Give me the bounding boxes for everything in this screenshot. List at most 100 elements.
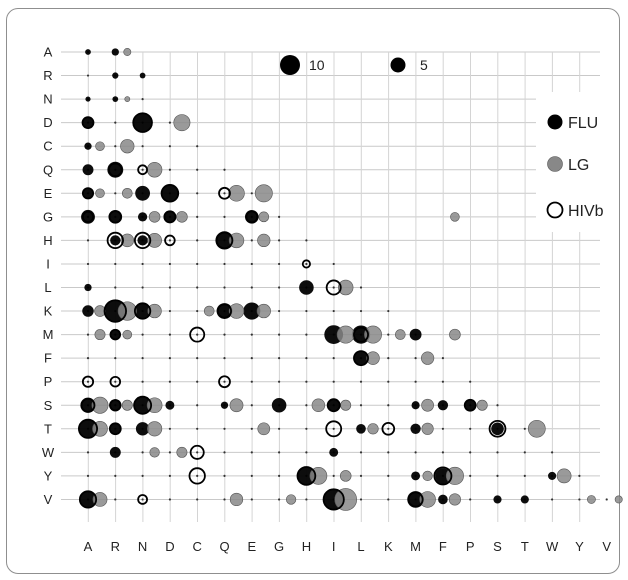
point-FLU-L-T	[356, 423, 366, 434]
point-LG-M-V	[419, 491, 436, 508]
point-HIVb-M-V	[407, 491, 424, 508]
base-point	[141, 168, 144, 171]
point-LG-N-H	[147, 233, 162, 248]
point-HIVb-D-G	[163, 210, 177, 224]
base-point	[441, 380, 444, 383]
point-HIVb-R-T	[108, 422, 122, 436]
point-HIVb-Q-K	[217, 303, 232, 319]
x-tick-C: C	[193, 539, 202, 554]
base-point	[387, 380, 390, 383]
point-FLU-N-D	[133, 113, 152, 132]
base-point	[387, 333, 390, 336]
base-point	[469, 427, 472, 430]
x-tick-W: W	[546, 539, 559, 554]
base-point	[141, 145, 144, 148]
base-point	[168, 145, 171, 148]
base-point	[168, 121, 171, 124]
point-LG-F-G	[450, 212, 460, 222]
base-point	[168, 380, 171, 383]
point-FLU-A-V	[80, 491, 96, 508]
point-FLU-P-S	[465, 400, 476, 411]
point-HIVb-Q-P	[218, 375, 231, 389]
base-point	[141, 333, 144, 336]
size-legend: 10 5	[280, 55, 428, 75]
point-HIVb-A-G	[81, 210, 95, 223]
base-point	[86, 262, 90, 266]
base-point	[250, 357, 253, 360]
point-LG-M-S	[421, 398, 434, 412]
base-point	[223, 192, 226, 195]
point-LG-A-C	[95, 141, 105, 151]
base-point	[250, 262, 253, 266]
point-LG-H-S	[311, 398, 326, 412]
point-HIVb-N-H	[133, 231, 152, 250]
point-FLU-A-D	[82, 117, 94, 128]
x-tick-I: I	[332, 539, 336, 554]
base-point	[359, 380, 363, 383]
y-tick-R: R	[43, 68, 52, 83]
y-tick-I: I	[46, 256, 50, 271]
y-tick-P: P	[44, 374, 53, 389]
base-point	[387, 498, 390, 501]
base-point	[305, 380, 308, 383]
point-FLU-M-M	[409, 328, 422, 341]
point-HIVb-S-T	[488, 419, 507, 438]
base-point	[196, 474, 199, 477]
base-point	[305, 427, 308, 430]
point-LG-K-M	[395, 329, 406, 340]
base-point	[496, 404, 499, 407]
point-LG-T-T	[527, 419, 546, 438]
point-LG-F-V	[448, 493, 461, 506]
base-point	[223, 474, 226, 477]
x-tick-G: G	[274, 539, 284, 554]
x-tick-P: P	[466, 539, 475, 554]
point-LG-R-S	[121, 399, 133, 411]
base-point	[141, 474, 144, 477]
y-tick-K: K	[44, 304, 53, 319]
point-LG-L-T	[367, 423, 379, 435]
base-point	[250, 474, 253, 477]
y-tick-E: E	[44, 186, 53, 201]
base-point	[387, 474, 390, 477]
series-legend: FLU LG HIVb	[536, 92, 608, 232]
base-point	[114, 121, 117, 124]
point-HIVb-A-D	[81, 116, 95, 130]
point-FLU-A-C	[84, 142, 92, 150]
point-FLU-A-E	[82, 187, 94, 199]
y-tick-D: D	[43, 115, 52, 130]
point-LG-E-G	[258, 211, 270, 223]
point-LG-P-S	[476, 399, 488, 411]
base-point	[359, 286, 363, 289]
base-point	[223, 451, 226, 454]
point-FLU-R-T	[110, 423, 121, 434]
point-FLU-F-S	[437, 400, 449, 411]
base-point	[86, 74, 90, 77]
base-point	[141, 286, 144, 289]
point-HIVb-I-V	[322, 488, 345, 511]
point-LG-R-E	[122, 188, 133, 199]
point-FLU-H-L	[299, 280, 314, 295]
base-point	[168, 309, 171, 313]
base-point	[196, 145, 199, 148]
base-point	[551, 498, 554, 501]
point-LG-N-G	[148, 211, 161, 223]
base-point	[332, 309, 335, 313]
base-point	[523, 427, 526, 430]
y-tick-L: L	[44, 280, 51, 295]
point-LG-V-V	[614, 495, 623, 504]
base-point	[551, 451, 554, 454]
point-LG-Q-S	[229, 398, 244, 413]
point-LG-Y-V	[587, 495, 596, 504]
point-FLU-N-T	[135, 422, 150, 436]
base-point	[223, 427, 226, 430]
point-LG-M-T	[421, 422, 434, 435]
point-HIVb-P-S	[463, 398, 477, 412]
base-point	[332, 262, 335, 266]
point-HIVb-R-S	[109, 399, 122, 412]
base-point	[387, 404, 390, 407]
point-HIVb-A-T	[77, 418, 99, 439]
point-HIVb-N-K	[133, 302, 152, 320]
base-point	[141, 498, 144, 501]
point-LG-A-K	[94, 305, 106, 317]
